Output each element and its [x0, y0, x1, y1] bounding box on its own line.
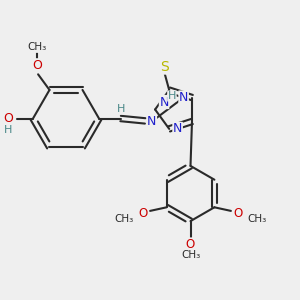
Text: O: O — [32, 59, 42, 72]
Text: N: N — [147, 115, 157, 128]
Text: H: H — [168, 91, 176, 101]
Text: CH₃: CH₃ — [181, 250, 200, 260]
Text: N: N — [173, 122, 182, 135]
Text: S: S — [160, 60, 169, 74]
Text: H: H — [116, 104, 125, 114]
Text: N: N — [159, 95, 169, 109]
Text: CH₃: CH₃ — [114, 214, 134, 224]
Text: CH₃: CH₃ — [27, 42, 46, 52]
Text: O: O — [234, 207, 243, 220]
Text: O: O — [138, 207, 147, 220]
Text: N: N — [179, 91, 188, 104]
Text: O: O — [186, 238, 195, 251]
Text: H: H — [4, 125, 13, 135]
Text: O: O — [4, 112, 13, 125]
Text: CH₃: CH₃ — [248, 214, 267, 224]
